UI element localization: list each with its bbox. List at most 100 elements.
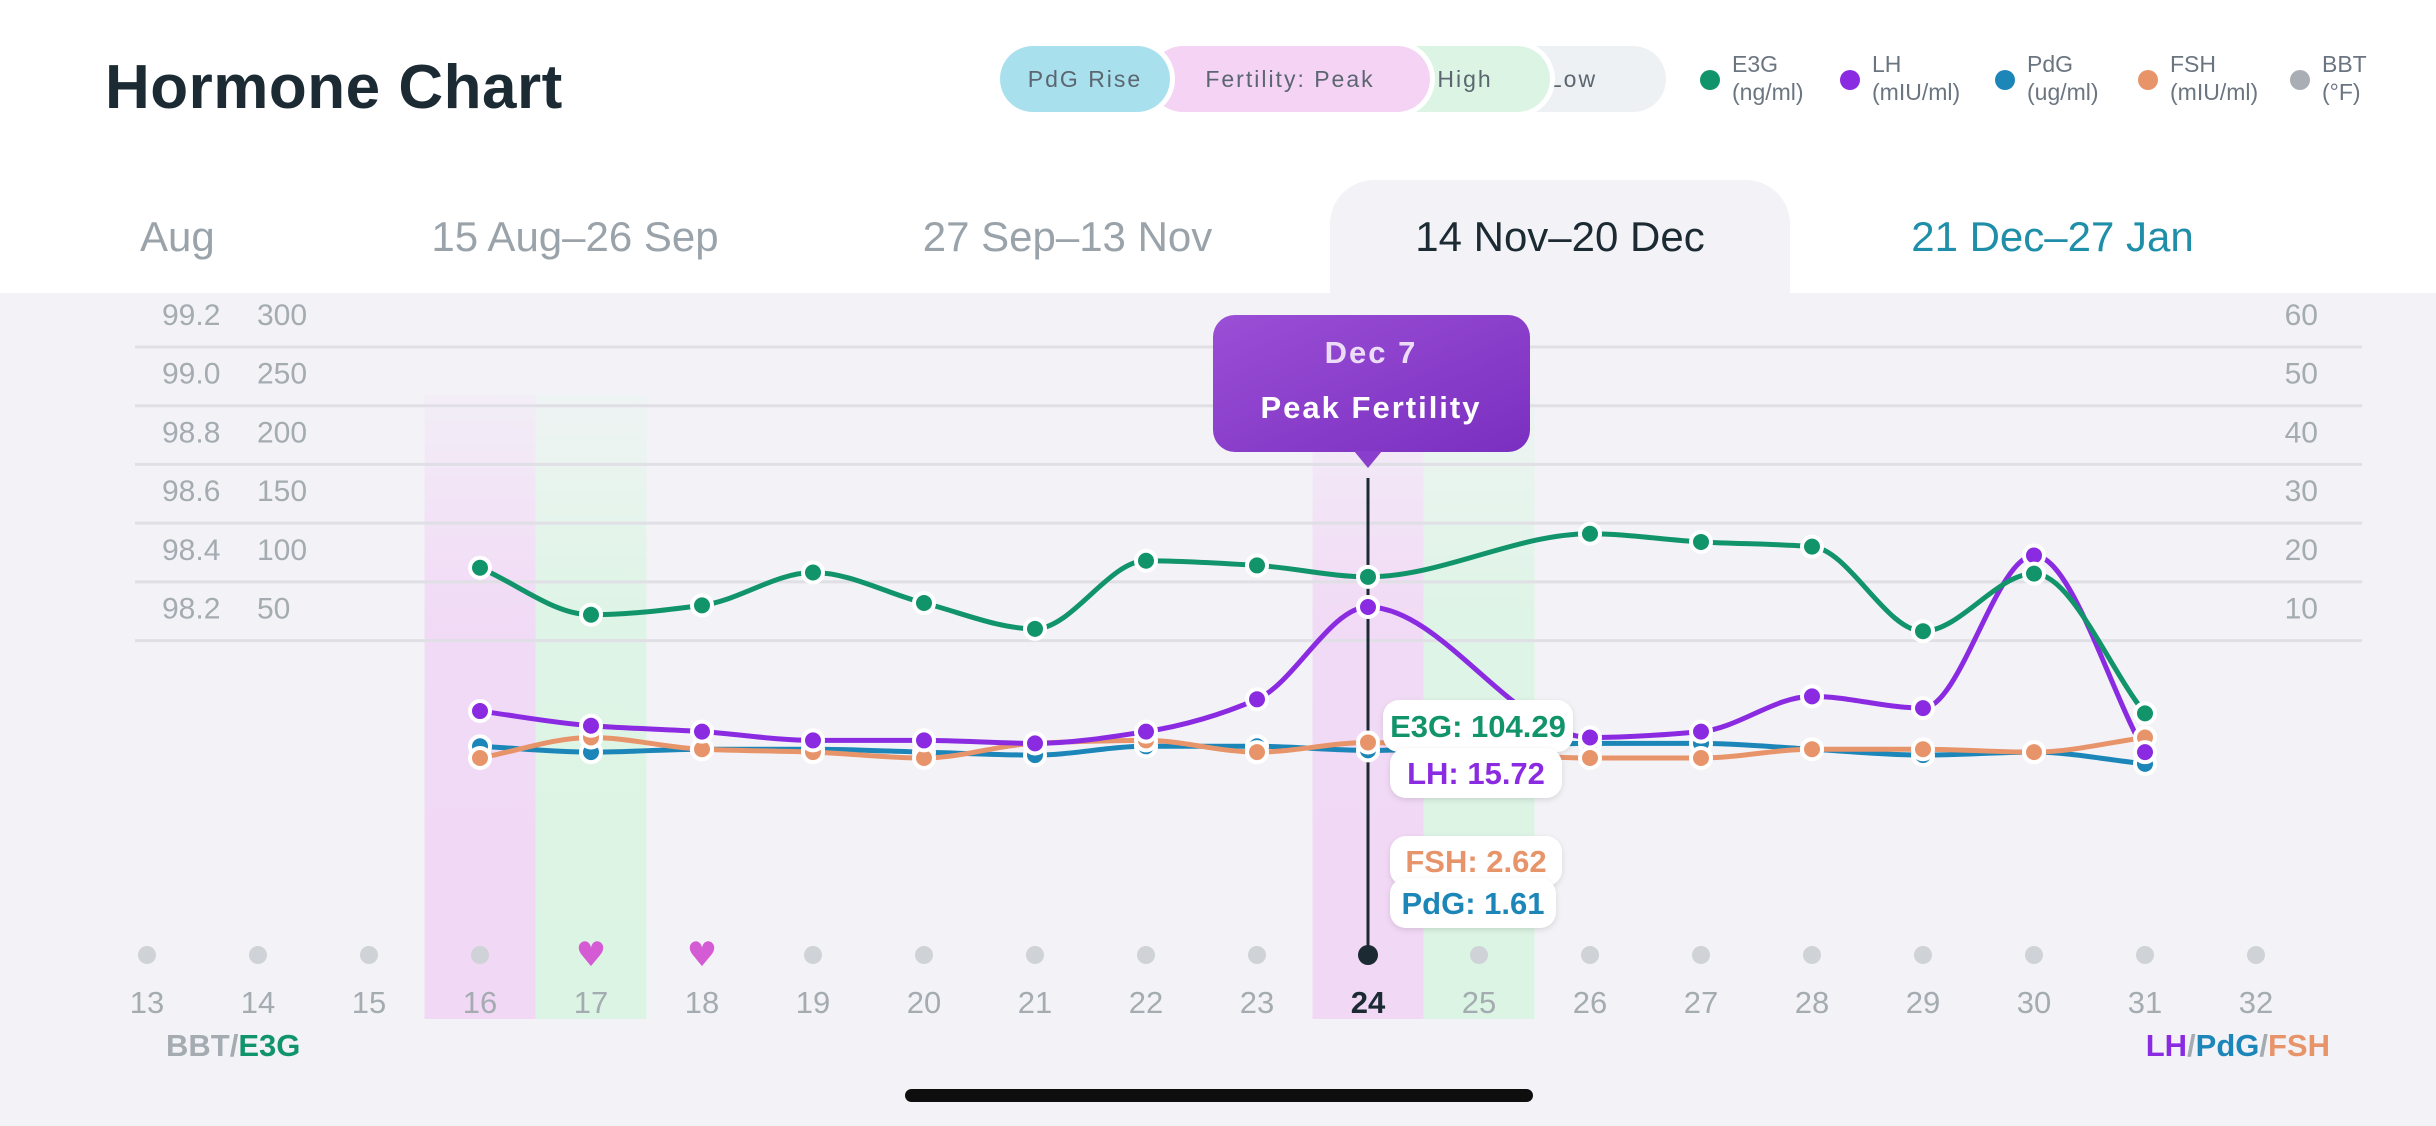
e3g-dot-icon [1700, 70, 1720, 90]
lh-value-callout: LH: 15.72 [1390, 748, 1562, 798]
lh-data-point [801, 728, 825, 753]
bbt-dot [1470, 946, 1488, 964]
tooltip-pointer [1354, 451, 1382, 468]
lh-data-point [1134, 719, 1158, 744]
home-indicator [905, 1089, 1533, 1102]
lh-data-point [579, 713, 603, 738]
right-axis-title: LH/PdG/FSH [2146, 1028, 2330, 1063]
axis-title-part: PdG [2196, 1028, 2260, 1063]
page-title: Hormone Chart [105, 53, 563, 122]
e3g-tick-label: 300 [257, 299, 307, 332]
tooltip-date: Dec 7 [1325, 335, 1418, 370]
fsh-data-point [1245, 740, 1269, 765]
x-tick-label: 25 [1462, 985, 1496, 1020]
selected-day-tooltip: Dec 7 Peak Fertility [1213, 315, 1530, 468]
phase-pill-pdg-rise: PdG Rise [1000, 46, 1170, 112]
axis-title-part: / [2259, 1028, 2268, 1063]
bbt-dot [138, 946, 156, 964]
lh-data-point [690, 719, 714, 744]
x-tick-label: 24 [1351, 985, 1386, 1020]
legend-item-lh: LH (mIU/ml) [1840, 50, 1960, 106]
cycle-tabs: Aug 15 Aug–26 Sep 27 Sep–13 Nov 14 Nov–2… [0, 180, 2436, 294]
axis-title-part: FSH [2268, 1028, 2330, 1063]
phase-pill-peak: Fertility: Peak [1150, 46, 1430, 112]
axis-title-part: BBT [166, 1028, 230, 1063]
x-tick-label: 27 [1684, 985, 1718, 1020]
legend-name: PdG [2027, 51, 2074, 77]
bbt-tick-label: 98.2 [162, 593, 220, 626]
x-tick-label: 32 [2239, 985, 2273, 1020]
bbt-dot [804, 946, 822, 964]
right-axis-tick-label: 30 [2285, 475, 2318, 508]
e3g-data-point [1689, 529, 1713, 554]
e3g-data-point [579, 602, 603, 627]
bbt-dot [249, 946, 267, 964]
lh-dot-icon [1840, 70, 1860, 90]
left-axis-title: BBT/E3G [166, 1028, 300, 1063]
e3g-data-point [2022, 561, 2046, 586]
legend-name: FSH [2170, 51, 2216, 77]
tooltip-bubble [1213, 315, 1530, 452]
lh-value-bg [1390, 748, 1562, 798]
lh-data-point [1689, 719, 1713, 744]
legend-name: E3G [1732, 51, 1779, 77]
e3g-tick-label: 50 [257, 593, 290, 626]
e3g-data-point [1800, 534, 1824, 559]
pdg-value-callout: PdG: 1.61 [1390, 878, 1556, 928]
legend-unit: (°F) [2322, 79, 2361, 105]
bbt-dot [2025, 946, 2043, 964]
x-tick-label: 28 [1795, 985, 1829, 1020]
e3g-data-point [1023, 616, 1047, 641]
bbt-dot-icon [2290, 70, 2310, 90]
tab-cycle-aug-sep[interactable]: 15 Aug–26 Sep [431, 213, 719, 260]
bbt-dot [2136, 946, 2154, 964]
x-tick-label: 22 [1129, 985, 1163, 1020]
x-tick-label: 21 [1018, 985, 1052, 1020]
lh-data-point [1023, 731, 1047, 756]
e3g-data-point [1911, 619, 1935, 644]
bbt-dot [471, 946, 489, 964]
e3g-data-point [912, 591, 936, 616]
legend-item-e3g: E3G (ng/ml) [1700, 50, 1804, 106]
heart-icon: ♥ [687, 935, 717, 975]
e3g-data-point [1245, 553, 1269, 578]
bbt-dot [915, 946, 933, 964]
axis-title-part: LH [2146, 1028, 2187, 1063]
bbt-tick-label: 98.6 [162, 475, 220, 508]
x-tick-label: 18 [685, 985, 719, 1020]
x-tick-label: 16 [463, 985, 497, 1020]
tab-cycle-sep-nov[interactable]: 27 Sep–13 Nov [922, 213, 1213, 260]
e3g-tick-label: 100 [257, 534, 307, 567]
e3g-value-callout: E3G: 104.29 [1383, 700, 1573, 752]
e3g-data-point [1134, 548, 1158, 573]
right-axis-tick-label: 10 [2285, 593, 2318, 626]
x-tick-label: 19 [796, 985, 830, 1020]
bbt-dot [1026, 946, 1044, 964]
e3g-data-point [468, 555, 492, 580]
fsh-data-point [1356, 730, 1380, 755]
legend-name: LH [1872, 51, 1902, 77]
x-tick-label: 17 [574, 985, 608, 1020]
fsh-data-point [1911, 737, 1935, 762]
x-tick-label: 23 [1240, 985, 1274, 1020]
legend-unit: (mIU/ml) [2170, 79, 2259, 105]
x-tick-label: 30 [2017, 985, 2051, 1020]
tab-cycle-partial[interactable]: Aug [140, 213, 215, 260]
selected-bbt-dot [1358, 945, 1378, 965]
e3g-data-point [1578, 521, 1602, 546]
right-axis-tick-label: 40 [2285, 416, 2318, 449]
bbt-dot [1803, 946, 1821, 964]
tab-cycle-nov-dec[interactable]: 14 Nov–20 Dec [1330, 180, 1790, 294]
bbt-dot [1581, 946, 1599, 964]
x-tick-label: 29 [1906, 985, 1940, 1020]
lh-data-point [2133, 740, 2157, 765]
tab-cycle-dec-jan[interactable]: 21 Dec–27 Jan [1911, 213, 2194, 260]
fsh-data-point [468, 746, 492, 771]
bbt-tick-label: 99.0 [162, 358, 220, 391]
legend-unit: (mIU/ml) [1872, 79, 1961, 105]
x-tick-label: 14 [241, 985, 275, 1020]
heart-icon: ♥ [576, 935, 606, 975]
legend-unit: (ng/ml) [1732, 79, 1804, 105]
legend-item-bbt: BBT (°F) [2290, 50, 2367, 106]
